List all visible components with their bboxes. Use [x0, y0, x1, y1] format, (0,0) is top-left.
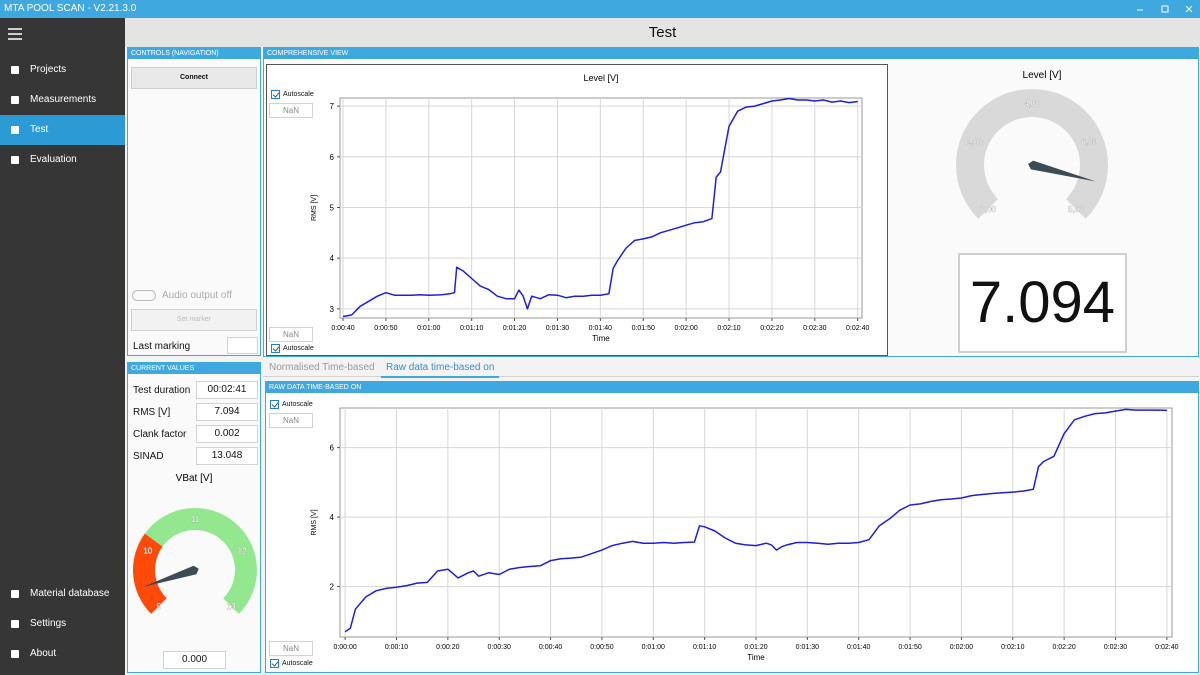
nav-label: Material database [30, 588, 110, 599]
value-box: 7.094 [196, 403, 258, 421]
display-value: 0.000 [181, 654, 208, 665]
audio-toggle[interactable] [132, 290, 156, 301]
connect-button[interactable]: Connect [131, 67, 257, 89]
nav-item[interactable]: Evaluation [0, 145, 125, 175]
chart-frame [266, 64, 888, 356]
controls-panel: CONTROLS (NAVIGATION) Connect Audio outp… [127, 47, 261, 356]
nav-item[interactable]: Material database [0, 579, 125, 609]
value-text: 13.048 [211, 450, 243, 461]
min-input[interactable]: NaN [269, 641, 313, 656]
raw-data-panel: RAW DATA TIME-BASED ON Autoscale NaN NaN… [265, 381, 1199, 673]
autoscale-checkbox[interactable] [271, 344, 280, 353]
autoscale-checkbox[interactable] [270, 400, 279, 409]
checkbox-label: Autoscale [282, 660, 313, 667]
button-label: Connect [180, 74, 208, 81]
input-value: NaN [282, 106, 299, 115]
nav-label: Settings [30, 618, 67, 629]
sidebar: Projects Measurements Test Evaluation Ma… [0, 18, 125, 675]
title-bar: MTA POOL SCAN - V2.21.3.0 [0, 0, 1200, 18]
window-controls[interactable] [1130, 0, 1200, 18]
input-value: NaN [282, 416, 299, 425]
nav-item[interactable]: About [0, 639, 125, 669]
value-label: RMS [V] [133, 407, 171, 418]
page-header: Test [125, 18, 1200, 47]
value-box: 00:02:41 [196, 381, 258, 399]
comprehensive-panel: COMPREHENSIVE VIEW Autoscale NaN NaN Aut… [263, 47, 1199, 357]
toggle-label: Audio output off [162, 290, 232, 301]
nav-item[interactable]: Measurements [0, 85, 125, 115]
panel-title: COMPREHENSIVE VIEW [264, 48, 1198, 59]
nav-label: Evaluation [30, 154, 77, 165]
value-label: Test duration [133, 385, 191, 396]
current-values-panel: CURRENT VALUES Test duration 00:02:41 RM… [127, 362, 261, 673]
vbat-display: 0.000 [163, 651, 226, 669]
checkbox-label: Autoscale [282, 401, 313, 408]
nav-item[interactable]: Test [0, 115, 125, 145]
value-box: 0.002 [196, 425, 258, 443]
menu-icon[interactable] [8, 28, 22, 40]
tab-divider [263, 376, 1199, 377]
tab[interactable]: Raw data time-based on [381, 362, 500, 378]
nav-item[interactable]: Settings [0, 609, 125, 639]
input-value: NaN [282, 330, 299, 339]
autoscale-checkbox[interactable] [270, 659, 279, 668]
set-marker-button[interactable]: Set marker [131, 309, 257, 331]
value-label: Clank factor [133, 429, 187, 440]
nav-label: Projects [30, 64, 67, 75]
button-label: Set marker [176, 316, 212, 323]
checkbox-label: Autoscale [283, 91, 314, 98]
nav-label: About [30, 648, 57, 659]
tab-label: Normalised Time-based [269, 362, 375, 373]
min-input[interactable]: NaN [269, 327, 313, 342]
value-text: 0.002 [214, 428, 240, 439]
nav-label: Measurements [30, 94, 97, 105]
max-input[interactable]: NaN [269, 103, 313, 118]
last-marking-input[interactable] [227, 337, 258, 354]
page-title: Test [648, 24, 677, 41]
value-box: 13.048 [196, 447, 258, 465]
value-text: 00:02:41 [207, 384, 247, 395]
panel-title: RAW DATA TIME-BASED ON [266, 382, 1198, 393]
panel-title: CONTROLS (NAVIGATION) [128, 48, 260, 59]
level-display: 7.094 [958, 253, 1127, 353]
autoscale-checkbox[interactable] [271, 90, 280, 99]
max-input[interactable]: NaN [269, 413, 313, 428]
field-label: Last marking [133, 341, 191, 352]
window-title: MTA POOL SCAN - V2.21.3.0 [4, 3, 137, 14]
input-value: NaN [282, 644, 299, 653]
value-label: SINAD [133, 451, 164, 462]
nav-label: Test [30, 124, 49, 135]
panel-title: CURRENT VALUES [128, 363, 260, 374]
value-text: 7.094 [214, 406, 240, 417]
checkbox-label: Autoscale [283, 345, 314, 352]
tab[interactable]: Normalised Time-based [269, 362, 375, 376]
nav-item[interactable]: Projects [0, 55, 125, 85]
tab-label: Raw data time-based on [386, 362, 495, 373]
display-value: 7.094 [969, 270, 1116, 335]
